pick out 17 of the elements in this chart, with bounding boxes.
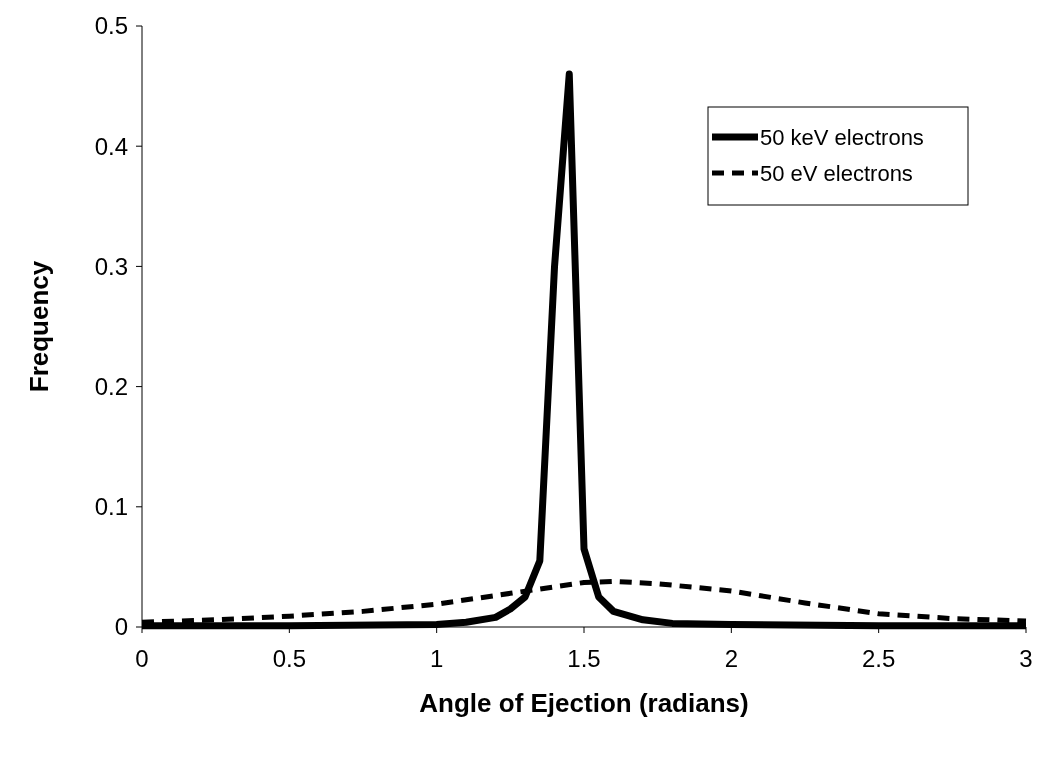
x-tick-label: 1.5 [567, 645, 601, 672]
legend-label: 50 keV electrons [760, 125, 924, 150]
x-tick-label: 2 [724, 645, 739, 672]
y-tick-label: 0.4 [94, 132, 128, 160]
x-tick-label: 1 [429, 645, 444, 672]
x-tick-label: 2.5 [861, 645, 896, 672]
x-tick-label: 0.5 [272, 645, 307, 672]
y-axis-title: Frequency [24, 260, 54, 393]
x-tick-label: 0 [135, 645, 149, 672]
legend-label: 50 eV electrons [760, 161, 913, 186]
y-tick-label: 0.3 [94, 252, 128, 280]
y-tick-label: 0.1 [94, 493, 128, 521]
y-tick-label: 0.2 [94, 373, 128, 400]
x-axis-title: Angle of Ejection (radians) [419, 688, 749, 718]
x-tick-label: 3 [1019, 645, 1033, 672]
y-tick-label: 0.5 [94, 12, 128, 40]
y-tick-label: 0 [114, 613, 128, 641]
